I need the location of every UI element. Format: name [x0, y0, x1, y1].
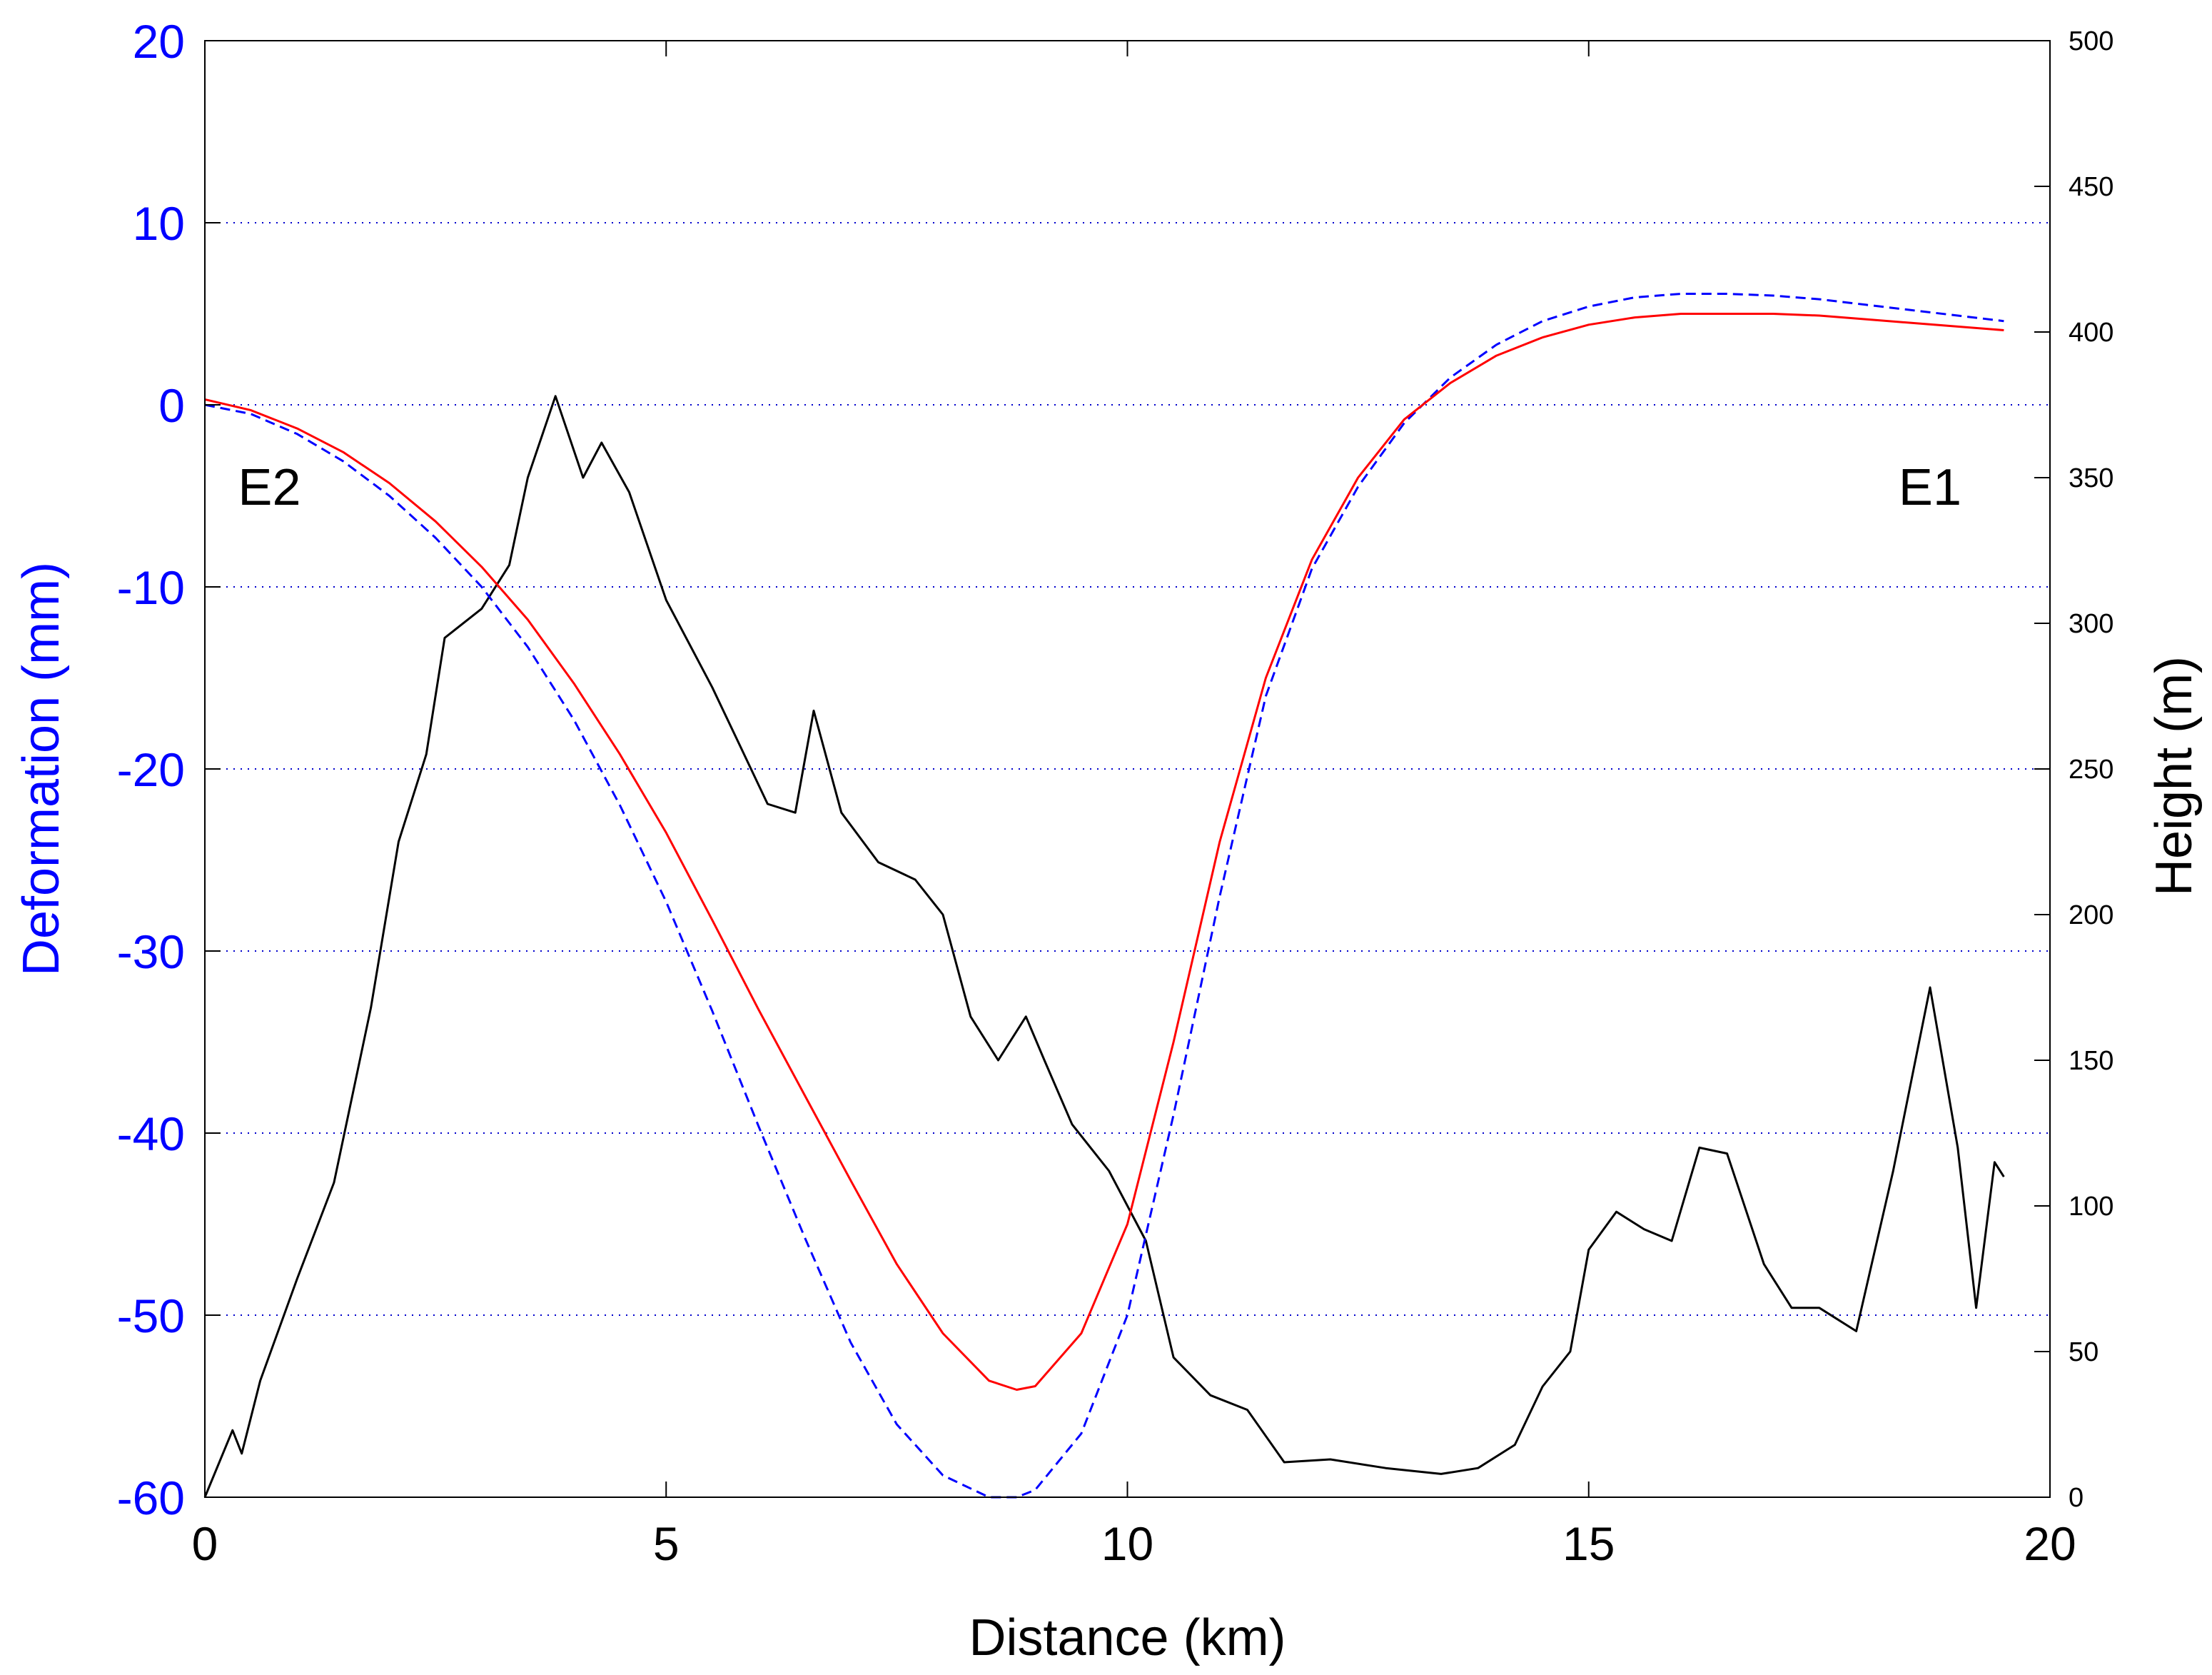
y-right-tick-label-4: 300	[2069, 609, 2113, 639]
y-right-tick-label-5: 250	[2069, 755, 2113, 785]
x-tick-label-3: 15	[1562, 1517, 1615, 1570]
y-left-tick-label-2: 0	[158, 379, 185, 432]
y-right-tick-label-6: 200	[2069, 900, 2113, 930]
y-right-tick-label-3: 350	[2069, 463, 2113, 493]
y-axis-left-title: Deformation (mm)	[13, 562, 70, 976]
y-left-tick-label-5: -30	[117, 925, 185, 978]
x-tick-label-0: 0	[192, 1517, 218, 1570]
y-axis-right-title: Height (m)	[2146, 656, 2203, 896]
x-axis-title: Distance (km)	[969, 1609, 1286, 1666]
series-line-2	[203, 395, 2005, 1498]
x-tick-label-2: 10	[1101, 1517, 1153, 1570]
series-group	[203, 293, 2005, 1499]
y-left-tick-label-4: -20	[117, 743, 185, 796]
annotation-e1: E1	[1899, 459, 1961, 516]
y-right-tick-label-2: 400	[2069, 318, 2113, 348]
series-line-0	[204, 313, 2004, 1391]
y-left-tick-label-6: -40	[117, 1107, 185, 1160]
y-left-tick-label-3: -10	[117, 561, 185, 614]
y-right-tick-label-1: 450	[2069, 172, 2113, 202]
y-left-tick-label-7: -50	[117, 1289, 185, 1342]
y-left-tick-label-1: 10	[133, 197, 185, 250]
y-right-tick-label-8: 100	[2069, 1192, 2113, 1222]
annotation-e2: E2	[238, 459, 301, 516]
y-right-tick-label-0: 500	[2069, 26, 2113, 56]
tick-marks	[204, 40, 2051, 1498]
tick-labels: 0 5 10 15 2020100-10-20-30-40-50-60500450400…	[117, 15, 2114, 1570]
x-tick-label-4: 20	[2024, 1517, 2076, 1570]
series-line-1	[204, 293, 2004, 1499]
x-tick-label-1: 5	[653, 1517, 680, 1570]
gridlines	[205, 222, 2050, 1316]
y-right-tick-label-9: 50	[2069, 1337, 2099, 1367]
y-left-tick-label-8: -60	[117, 1472, 185, 1524]
y-right-tick-label-7: 150	[2069, 1046, 2113, 1076]
y-right-tick-label-10: 0	[2069, 1483, 2084, 1513]
y-left-tick-label-0: 20	[133, 15, 185, 68]
annotations: E2 E1	[238, 459, 1961, 516]
